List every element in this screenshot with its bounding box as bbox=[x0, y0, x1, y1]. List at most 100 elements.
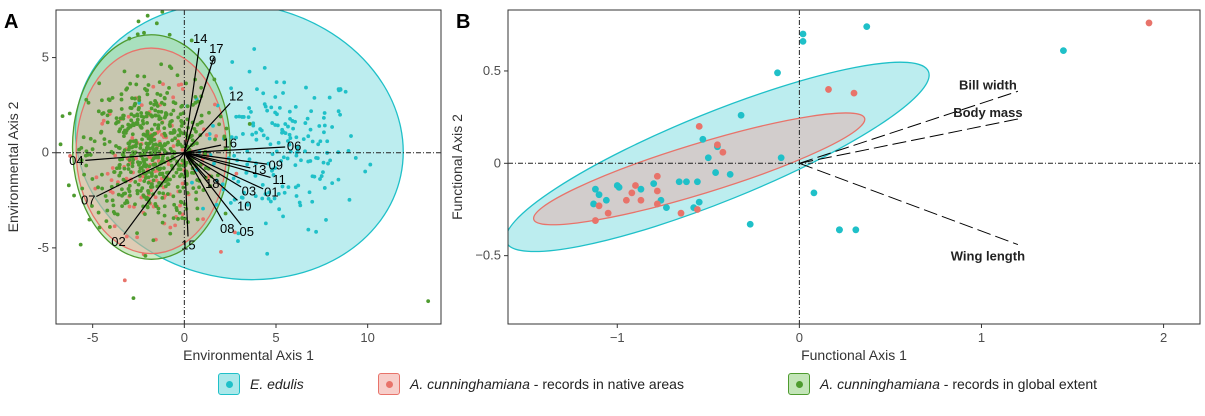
point-global bbox=[59, 142, 63, 146]
vector-label-body-mass: Body mass bbox=[953, 105, 1022, 120]
point-global bbox=[107, 109, 111, 113]
point-edulis bbox=[295, 194, 299, 198]
point-global bbox=[148, 135, 152, 139]
point-global bbox=[118, 166, 122, 170]
point-native bbox=[654, 173, 661, 180]
point-global bbox=[137, 108, 141, 112]
point-edulis bbox=[236, 180, 240, 184]
point-edulis bbox=[277, 141, 281, 145]
point-edulis bbox=[800, 31, 807, 38]
point-global bbox=[79, 243, 83, 247]
point-edulis bbox=[283, 122, 287, 126]
point-global bbox=[123, 167, 127, 171]
point-native bbox=[678, 210, 685, 217]
point-edulis bbox=[306, 134, 310, 138]
point-edulis bbox=[282, 81, 286, 85]
point-edulis bbox=[230, 60, 234, 64]
point-edulis bbox=[288, 133, 292, 137]
y-tick-label: 5 bbox=[42, 50, 49, 65]
point-global bbox=[140, 186, 144, 190]
point-global bbox=[137, 163, 141, 167]
point-global bbox=[134, 83, 138, 87]
point-edulis bbox=[247, 106, 251, 110]
point-global bbox=[146, 206, 150, 210]
point-global bbox=[111, 198, 115, 202]
vector-label-08: 08 bbox=[220, 221, 234, 236]
point-edulis bbox=[326, 162, 330, 166]
point-edulis bbox=[190, 181, 194, 185]
point-global bbox=[152, 148, 156, 152]
point-global bbox=[136, 74, 140, 78]
point-global bbox=[163, 97, 167, 101]
legend: E. edulis A. cunninghamiana - records in… bbox=[0, 364, 1205, 414]
point-global bbox=[127, 37, 131, 41]
point-global bbox=[224, 212, 228, 216]
point-global bbox=[168, 120, 172, 124]
point-global bbox=[153, 108, 157, 112]
point-edulis bbox=[266, 136, 270, 140]
vector-label-05: 05 bbox=[239, 224, 253, 239]
point-edulis bbox=[592, 186, 599, 193]
point-edulis bbox=[306, 160, 310, 164]
vector-label-07: 07 bbox=[81, 193, 95, 208]
point-global bbox=[146, 92, 150, 96]
point-global bbox=[172, 216, 176, 220]
point-global bbox=[117, 174, 121, 178]
point-global bbox=[157, 123, 161, 127]
point-global bbox=[225, 127, 229, 131]
point-global bbox=[127, 167, 131, 171]
point-global bbox=[161, 157, 165, 161]
vector-label-14: 14 bbox=[193, 31, 207, 46]
legend-item-edulis: E. edulis bbox=[218, 372, 304, 396]
x-tick-label: -5 bbox=[87, 330, 99, 345]
point-edulis bbox=[310, 200, 314, 204]
point-edulis bbox=[283, 191, 287, 195]
point-global bbox=[179, 130, 183, 134]
point-edulis bbox=[286, 157, 290, 161]
point-global bbox=[162, 166, 166, 170]
point-global bbox=[178, 190, 182, 194]
point-global bbox=[61, 114, 65, 118]
point-global bbox=[168, 33, 172, 37]
point-edulis bbox=[738, 112, 745, 119]
point-native bbox=[654, 188, 661, 195]
point-global bbox=[156, 211, 160, 215]
point-native bbox=[605, 210, 612, 217]
point-edulis bbox=[229, 201, 233, 205]
point-global bbox=[125, 199, 129, 203]
panel-a-x-axis-title: Environmental Axis 1 bbox=[183, 347, 314, 363]
point-native bbox=[592, 217, 599, 224]
point-native bbox=[110, 178, 114, 182]
point-global bbox=[149, 101, 153, 105]
point-edulis bbox=[248, 157, 252, 161]
point-global bbox=[121, 114, 125, 118]
point-edulis bbox=[261, 91, 265, 95]
point-global bbox=[133, 202, 137, 206]
point-edulis bbox=[208, 137, 212, 141]
point-edulis bbox=[328, 158, 332, 162]
point-global bbox=[138, 170, 142, 174]
point-global bbox=[162, 126, 166, 130]
point-native bbox=[851, 90, 858, 97]
y-tick-label: 0 bbox=[42, 145, 49, 160]
point-global bbox=[186, 104, 190, 108]
point-global bbox=[213, 138, 217, 142]
point-native bbox=[201, 217, 205, 221]
legend-item-global: A. cunninghamiana - records in global ex… bbox=[788, 372, 1097, 396]
point-global bbox=[143, 87, 147, 91]
point-global bbox=[129, 170, 133, 174]
vector-label-16: 16 bbox=[223, 135, 237, 150]
point-native bbox=[213, 103, 217, 107]
point-global bbox=[146, 14, 150, 18]
point-edulis bbox=[348, 198, 352, 202]
point-edulis bbox=[296, 184, 300, 188]
point-global bbox=[123, 70, 127, 74]
point-global bbox=[176, 143, 180, 147]
point-edulis bbox=[322, 116, 326, 120]
point-edulis bbox=[291, 127, 295, 131]
point-edulis bbox=[811, 189, 818, 196]
point-global bbox=[124, 131, 128, 135]
panel-a-ellipses bbox=[49, 0, 429, 310]
point-native bbox=[205, 133, 209, 137]
